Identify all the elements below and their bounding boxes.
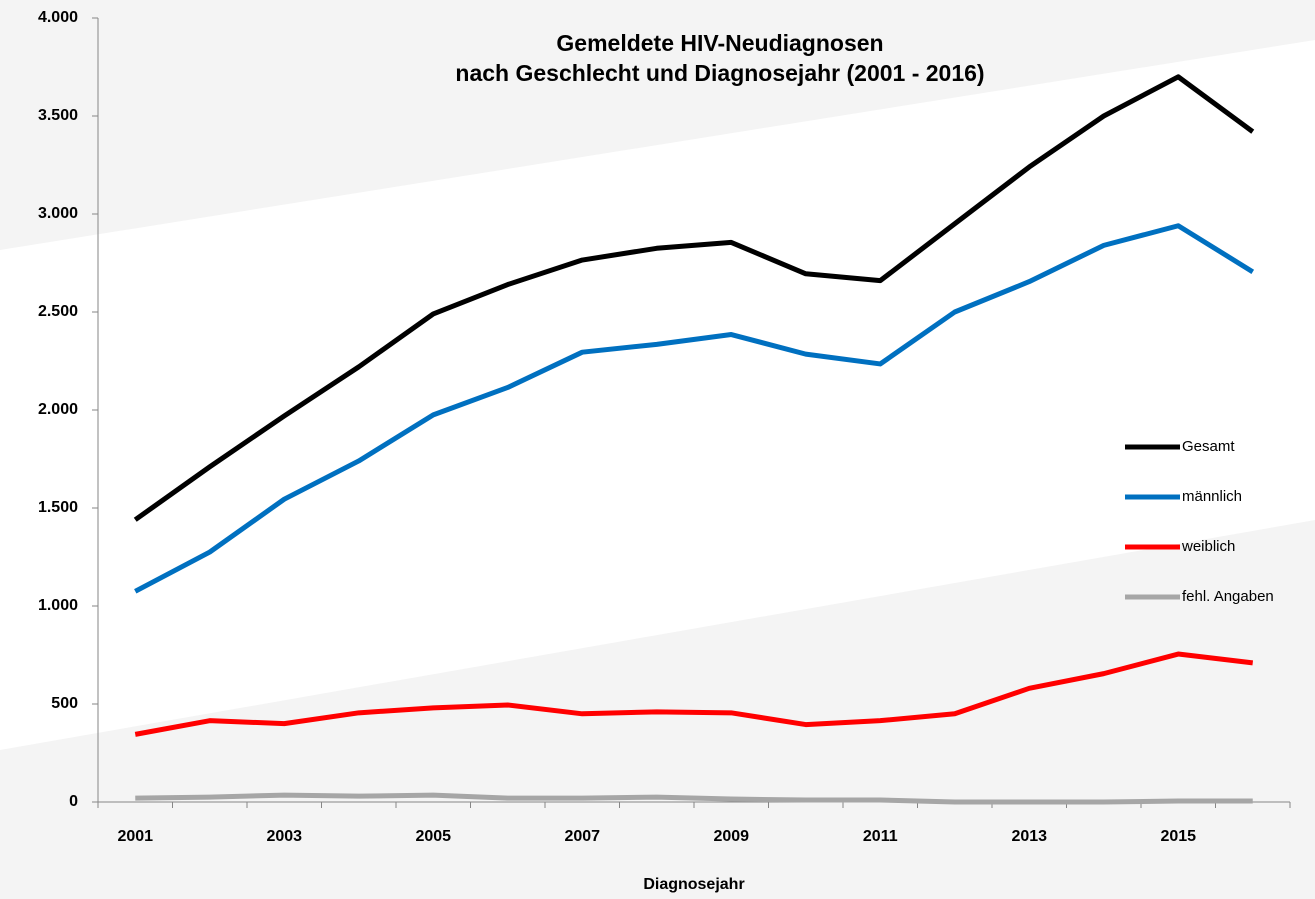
x-tick-label: 2013 [1011, 828, 1047, 845]
y-tick-label: 500 [51, 695, 78, 712]
background-band [0, 0, 1315, 250]
x-tick-label: 2003 [266, 828, 302, 845]
y-tick-label: 2.000 [38, 401, 78, 418]
series-line [133, 74, 1255, 522]
legend-label: Gesamt [1182, 438, 1235, 455]
y-tick-label: 3.500 [38, 107, 78, 124]
x-tick-label: 2007 [564, 828, 600, 845]
chart-title: nach Geschlecht und Diagnosejahr (2001 -… [455, 60, 984, 86]
legend-label: fehl. Angaben [1182, 588, 1274, 605]
y-tick-label: 1.500 [38, 499, 78, 516]
x-axis-label: Diagnosejahr [643, 876, 744, 893]
y-tick-label: 2.500 [38, 303, 78, 320]
series-line [134, 651, 1254, 737]
series-line [134, 223, 1255, 594]
y-tick-label: 4.000 [38, 9, 78, 26]
x-tick-label: 2009 [713, 828, 749, 845]
y-tick-label: 3.000 [38, 205, 78, 222]
chart-title: Gemeldete HIV-Neudiagnosen [556, 30, 883, 56]
legend-label: männlich [1182, 488, 1242, 505]
y-tick-label: 1.000 [38, 597, 78, 614]
legend-label: weiblich [1181, 538, 1235, 555]
x-tick-label: 2005 [415, 828, 451, 845]
x-tick-label: 2015 [1160, 828, 1196, 845]
series-line [135, 792, 1253, 805]
x-tick-label: 2011 [863, 828, 898, 845]
x-tick-label: 2001 [117, 828, 153, 845]
y-tick-label: 0 [69, 793, 78, 810]
